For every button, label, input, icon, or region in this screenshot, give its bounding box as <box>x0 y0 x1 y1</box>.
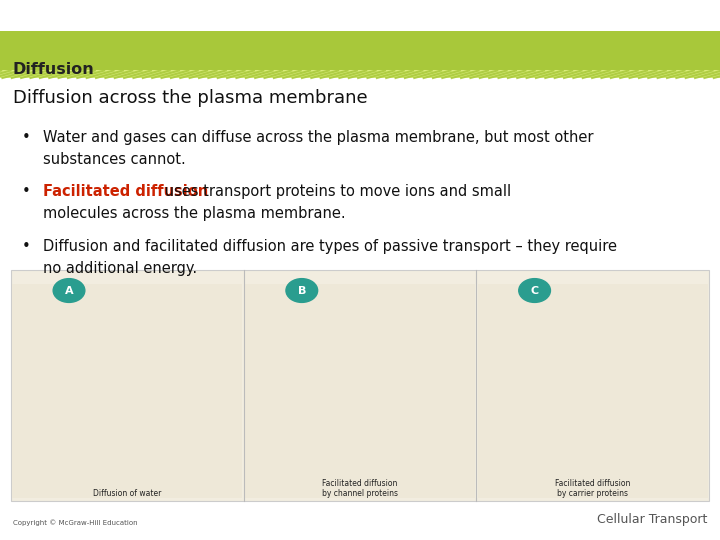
Circle shape <box>286 279 318 302</box>
Text: Cellular Transport: Cellular Transport <box>597 514 707 526</box>
Text: Facilitated diffusion
by carrier proteins: Facilitated diffusion by carrier protein… <box>555 479 631 498</box>
Text: uses transport proteins to move ions and small: uses transport proteins to move ions and… <box>160 184 511 199</box>
Text: Copyright © McGraw-Hill Education: Copyright © McGraw-Hill Education <box>13 520 138 526</box>
Circle shape <box>53 279 85 302</box>
Text: •: • <box>22 184 30 199</box>
Text: Water and gases can diffuse across the plasma membrane, but most other: Water and gases can diffuse across the p… <box>43 130 594 145</box>
Text: substances cannot.: substances cannot. <box>43 152 186 167</box>
Bar <box>12 284 242 498</box>
Text: •: • <box>22 130 30 145</box>
Bar <box>245 284 475 498</box>
Text: A: A <box>65 286 73 295</box>
Text: B: B <box>297 286 306 295</box>
Text: Diffusion across the plasma membrane: Diffusion across the plasma membrane <box>13 89 368 107</box>
Bar <box>11 270 709 501</box>
Text: Facilitated diffusion: Facilitated diffusion <box>43 184 209 199</box>
Bar <box>0 31 720 70</box>
Text: Diffusion and facilitated diffusion are types of passive transport – they requir: Diffusion and facilitated diffusion are … <box>43 239 617 254</box>
Text: C: C <box>531 286 539 295</box>
Bar <box>0 70 720 78</box>
Bar <box>478 284 708 498</box>
Text: Facilitated diffusion
by channel proteins: Facilitated diffusion by channel protein… <box>322 479 398 498</box>
Text: •: • <box>22 239 30 254</box>
Text: no additional energy.: no additional energy. <box>43 261 197 276</box>
Text: Diffusion: Diffusion <box>13 62 95 77</box>
Text: molecules across the plasma membrane.: molecules across the plasma membrane. <box>43 206 346 221</box>
Circle shape <box>518 279 551 302</box>
Text: Diffusion of water: Diffusion of water <box>93 489 161 498</box>
